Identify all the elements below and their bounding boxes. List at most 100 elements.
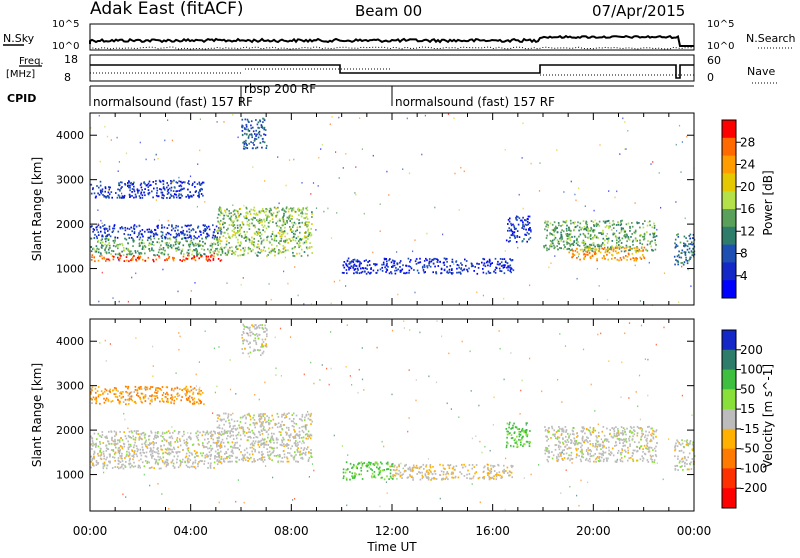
data-cell bbox=[190, 244, 192, 246]
data-cell bbox=[433, 478, 435, 480]
data-cell bbox=[132, 257, 134, 259]
data-cell bbox=[189, 225, 191, 227]
data-cell bbox=[136, 453, 138, 455]
data-cell bbox=[204, 457, 206, 459]
data-cell bbox=[250, 213, 252, 215]
data-cell bbox=[362, 271, 364, 273]
data-cell bbox=[188, 253, 190, 255]
data-cell bbox=[508, 427, 510, 429]
noise-cell bbox=[503, 298, 504, 300]
data-cell bbox=[171, 247, 173, 249]
data-cell bbox=[111, 439, 113, 441]
noise-cell bbox=[627, 130, 628, 132]
data-cell bbox=[111, 449, 113, 451]
data-cell bbox=[625, 250, 627, 252]
data-cell bbox=[489, 265, 491, 267]
data-cell bbox=[279, 230, 281, 232]
data-cell bbox=[525, 229, 527, 231]
data-cell bbox=[259, 229, 261, 231]
data-cell bbox=[161, 197, 163, 199]
data-cell bbox=[203, 182, 205, 184]
data-cell bbox=[187, 389, 189, 391]
data-cell bbox=[681, 252, 683, 254]
data-cell bbox=[604, 222, 606, 224]
data-cell bbox=[118, 231, 120, 233]
data-cell bbox=[139, 225, 141, 227]
data-cell bbox=[196, 237, 198, 239]
data-cell bbox=[237, 434, 239, 436]
data-cell bbox=[302, 416, 304, 418]
data-cell bbox=[97, 453, 99, 455]
data-cell bbox=[567, 235, 569, 237]
noise-cell bbox=[316, 207, 317, 209]
data-cell bbox=[609, 252, 611, 254]
data-cell bbox=[126, 260, 128, 262]
data-cell bbox=[100, 448, 102, 450]
data-cell bbox=[255, 337, 257, 339]
data-cell bbox=[262, 229, 264, 231]
noise-cell bbox=[277, 156, 278, 158]
data-cell bbox=[198, 243, 200, 245]
data-cell bbox=[220, 220, 222, 222]
data-cell bbox=[209, 432, 211, 434]
data-cell bbox=[255, 227, 257, 229]
data-cell bbox=[644, 220, 646, 222]
data-cell bbox=[136, 445, 138, 447]
data-cell bbox=[228, 242, 230, 244]
data-cell bbox=[350, 265, 352, 267]
data-cell bbox=[593, 225, 595, 227]
data-cell bbox=[215, 243, 217, 245]
data-cell bbox=[497, 261, 499, 263]
data-cell bbox=[622, 238, 624, 240]
data-cell bbox=[621, 259, 623, 261]
data-cell bbox=[266, 441, 268, 443]
data-cell bbox=[244, 231, 246, 233]
data-cell bbox=[216, 253, 218, 255]
data-cell bbox=[153, 250, 155, 252]
data-cell bbox=[183, 244, 185, 246]
data-cell bbox=[102, 463, 104, 465]
data-cell bbox=[566, 248, 568, 250]
data-cell bbox=[220, 254, 222, 256]
data-cell bbox=[133, 455, 135, 457]
data-cell bbox=[552, 428, 554, 430]
data-cell bbox=[648, 461, 650, 463]
data-cell bbox=[162, 237, 164, 239]
data-cell bbox=[299, 431, 301, 433]
data-cell bbox=[547, 224, 549, 226]
data-cell bbox=[266, 237, 268, 239]
data-cell bbox=[149, 248, 151, 250]
data-cell bbox=[254, 225, 256, 227]
data-cell bbox=[281, 414, 283, 416]
data-cell bbox=[125, 391, 127, 393]
data-cell bbox=[133, 462, 135, 464]
data-cell bbox=[298, 219, 300, 221]
data-cell bbox=[635, 230, 637, 232]
data-cell bbox=[557, 249, 559, 251]
data-cell bbox=[231, 435, 233, 437]
data-cell bbox=[203, 463, 205, 465]
noise-cell bbox=[279, 203, 280, 205]
data-cell bbox=[397, 263, 399, 265]
data-cell bbox=[502, 258, 504, 260]
data-cell bbox=[218, 461, 220, 463]
data-cell bbox=[133, 456, 135, 458]
data-cell bbox=[170, 183, 172, 185]
noise-cell bbox=[194, 282, 195, 284]
data-cell bbox=[105, 228, 107, 230]
data-cell bbox=[445, 474, 447, 476]
data-cell bbox=[108, 239, 110, 241]
data-cell bbox=[91, 184, 93, 186]
data-cell bbox=[384, 478, 386, 480]
data-cell bbox=[365, 259, 367, 261]
noise-cell bbox=[454, 173, 455, 175]
data-cell bbox=[166, 244, 168, 246]
data-cell bbox=[264, 141, 266, 143]
data-cell bbox=[590, 244, 592, 246]
data-cell bbox=[130, 467, 132, 469]
data-cell bbox=[218, 433, 220, 435]
data-cell bbox=[407, 477, 409, 479]
data-cell bbox=[140, 449, 142, 451]
data-cell bbox=[266, 147, 268, 149]
data-cell bbox=[308, 235, 310, 237]
